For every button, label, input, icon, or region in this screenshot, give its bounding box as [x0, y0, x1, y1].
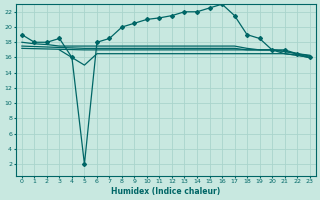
X-axis label: Humidex (Indice chaleur): Humidex (Indice chaleur)	[111, 187, 220, 196]
